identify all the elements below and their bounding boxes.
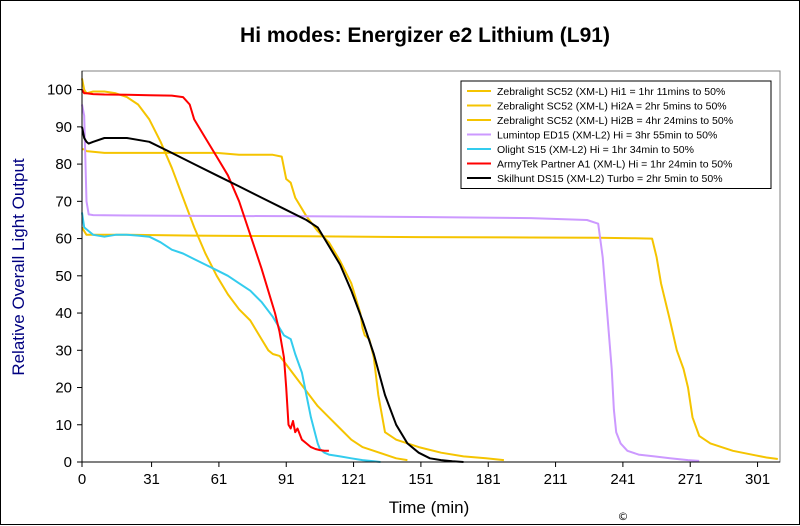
y-tick-label-6: 60 (55, 231, 72, 248)
y-tick-label-3: 30 (55, 342, 72, 359)
y-axis-label: Relative Overall Light Output (9, 158, 28, 376)
x-tick-label-6: 181 (476, 471, 501, 488)
x-tick-label-7: 211 (544, 471, 568, 488)
y-tick-label-4: 40 (55, 305, 72, 322)
legend: Zebralight SC52 (XM-L) Hi1 = 1hr 11mins … (460, 80, 772, 189)
x-tick-label-0: 0 (78, 471, 86, 488)
y-tick-label-0: 0 (64, 454, 72, 471)
y-tick-label-5: 50 (55, 268, 72, 285)
series-line-7 (81, 126, 464, 463)
x-tick-label-10: 301 (745, 471, 770, 488)
legend-entry-6: ArmyTek Partner A1 (XM-L) Hi = 1hr 24min… (497, 159, 732, 171)
x-tick-label-4: 121 (341, 471, 366, 488)
y-tick-label-7: 70 (55, 193, 72, 210)
legend-entry-4: Lumintop ED15 (XM-L2) Hi = 3hr 55min to … (497, 130, 717, 142)
series-layer (81, 78, 778, 463)
legend-entry-1: Zebralight SC52 (XM-L) Hi1 = 1hr 11mins … (497, 86, 725, 98)
y-tick-label-2: 20 (55, 380, 72, 397)
legend-entry-3: Zebralight SC52 (XM-L) Hi2B = 4hr 24mins… (497, 115, 733, 127)
y-ticks: 0 10 20 30 40 50 60 70 80 90 100 (47, 82, 82, 471)
series-line-5 (81, 212, 381, 463)
x-axis-label: Time (min) (389, 498, 470, 517)
y-tick-label-1: 10 (55, 417, 72, 434)
x-tick-label-2: 61 (211, 471, 228, 488)
legend-entry-5: Olight S15 (XM-L2) Hi = 1hr 34min to 50% (497, 144, 694, 156)
series-line-6 (81, 89, 329, 452)
y-tick-label-9: 90 (55, 119, 72, 136)
chart-title: Hi modes: Energizer e2 Lithium (L91) (240, 24, 610, 47)
legend-entry-2: Zebralight SC52 (XM-L) Hi2A = 2hr 5mins … (497, 101, 727, 113)
x-ticks: 0 31 61 91 121 151 181 211 241 271 301 (78, 462, 770, 488)
legend-box (460, 80, 772, 189)
x-tick-label-5: 151 (408, 471, 433, 488)
legend-entry-7: Skilhunt DS15 (XM-L2) Turbo = 2hr 5min t… (497, 173, 723, 185)
x-tick-label-9: 271 (678, 471, 703, 488)
series-line-4 (81, 104, 700, 462)
x-tick-label-3: 91 (278, 471, 295, 488)
x-tick-label-1: 31 (143, 471, 160, 488)
x-tick-label-8: 241 (610, 471, 635, 488)
y-tick-label-10: 100 (47, 82, 72, 99)
y-tick-label-8: 80 (55, 156, 72, 173)
copyright-mark: © (618, 510, 629, 523)
